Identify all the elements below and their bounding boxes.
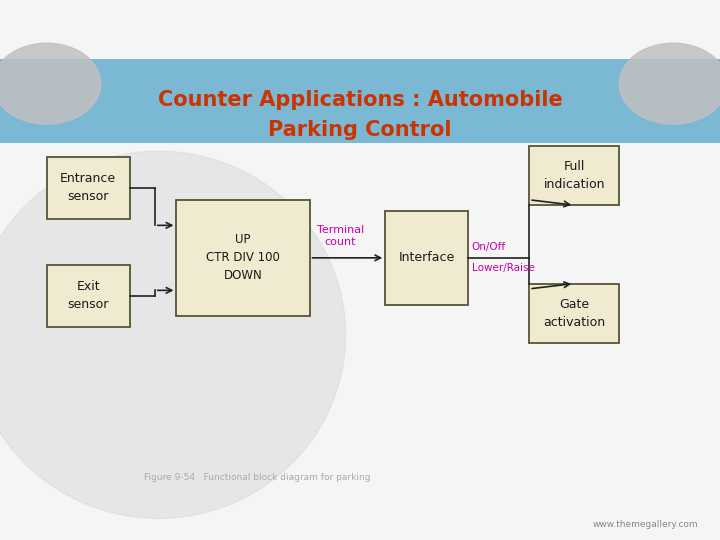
Bar: [47, 157, 130, 219]
Bar: [385, 211, 468, 305]
Text: Figure 9-54   Functional block diagram for parking: Figure 9-54 Functional block diagram for…: [144, 474, 371, 482]
Text: On/Off: On/Off: [472, 242, 505, 252]
Text: Gate
activation: Gate activation: [543, 298, 606, 329]
Text: Parking Control: Parking Control: [269, 119, 451, 140]
Ellipse shape: [0, 151, 346, 518]
Circle shape: [0, 43, 101, 124]
Bar: [176, 200, 310, 316]
Text: Exit
sensor: Exit sensor: [68, 280, 109, 311]
Bar: [529, 284, 619, 343]
Text: Full
indication: Full indication: [544, 160, 605, 191]
Text: www.themegallery.com: www.themegallery.com: [593, 520, 698, 529]
Text: Lower/Raise: Lower/Raise: [472, 263, 534, 273]
Text: Terminal
count: Terminal count: [317, 225, 364, 247]
Text: Counter Applications : Automobile: Counter Applications : Automobile: [158, 90, 562, 110]
Bar: [529, 146, 619, 205]
Bar: [0, 59, 720, 143]
Circle shape: [619, 43, 720, 124]
Text: Entrance
sensor: Entrance sensor: [60, 172, 116, 203]
Bar: [47, 265, 130, 327]
Text: UP
CTR DIV 100
DOWN: UP CTR DIV 100 DOWN: [206, 233, 280, 282]
Text: Interface: Interface: [398, 251, 455, 265]
